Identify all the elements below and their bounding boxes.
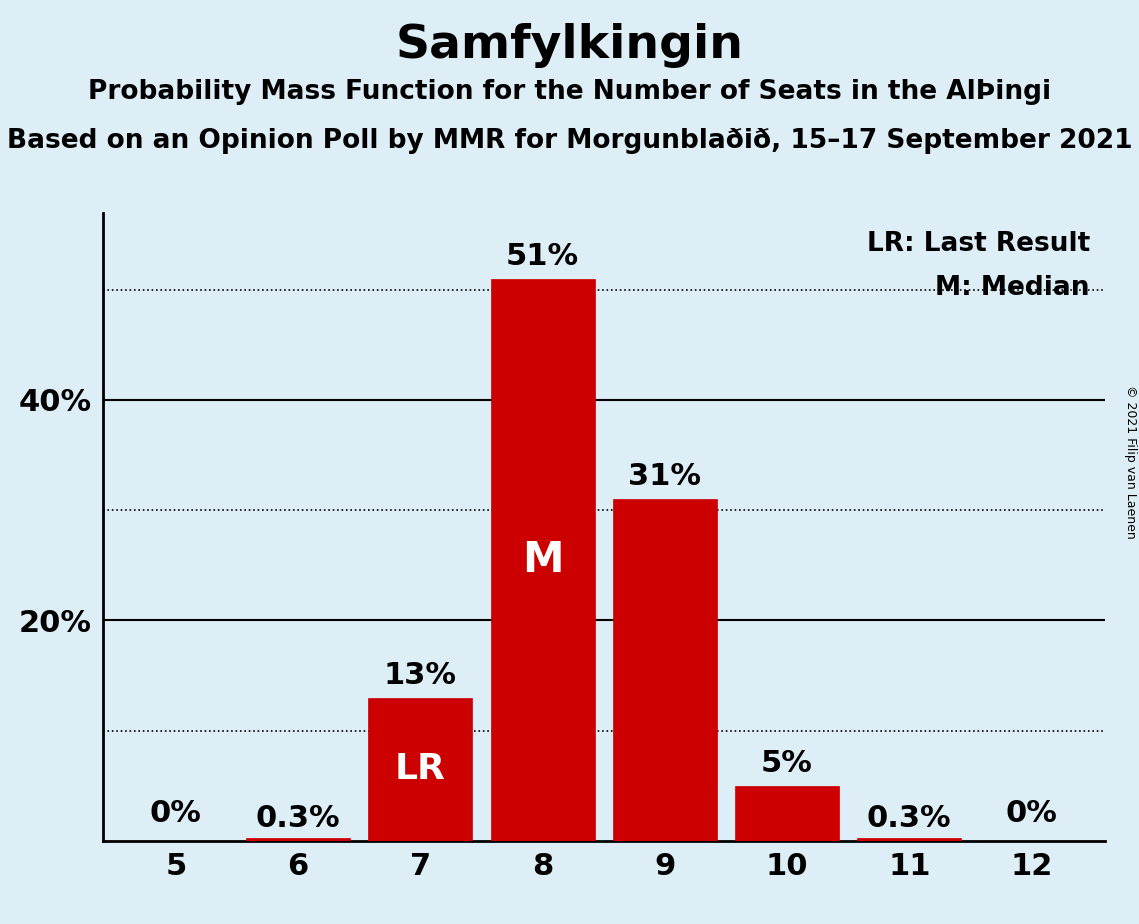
Bar (735, 785, 839, 841)
Text: LR: Last Result: LR: Last Result (867, 231, 1090, 258)
Bar (491, 279, 595, 841)
Text: 5%: 5% (761, 749, 813, 778)
Text: M: M (522, 539, 564, 581)
Bar (613, 499, 716, 841)
Text: 0.3%: 0.3% (867, 804, 951, 833)
Text: 0%: 0% (1006, 798, 1057, 828)
Text: 51%: 51% (506, 242, 579, 271)
Text: Samfylkingin: Samfylkingin (395, 23, 744, 68)
Text: Based on an Opinion Poll by MMR for Morgunblaðið, 15–17 September 2021: Based on an Opinion Poll by MMR for Morg… (7, 128, 1132, 153)
Text: 31%: 31% (629, 462, 702, 492)
Text: LR: LR (395, 752, 445, 786)
Bar (858, 837, 961, 841)
Bar (368, 698, 473, 841)
Text: 0.3%: 0.3% (256, 804, 341, 833)
Text: 0%: 0% (150, 798, 202, 828)
Text: Probability Mass Function for the Number of Seats in the AlÞingi: Probability Mass Function for the Number… (88, 79, 1051, 104)
Text: © 2021 Filip van Laenen: © 2021 Filip van Laenen (1124, 385, 1137, 539)
Text: 13%: 13% (384, 661, 457, 690)
Bar (246, 837, 350, 841)
Text: M: Median: M: Median (935, 275, 1090, 301)
